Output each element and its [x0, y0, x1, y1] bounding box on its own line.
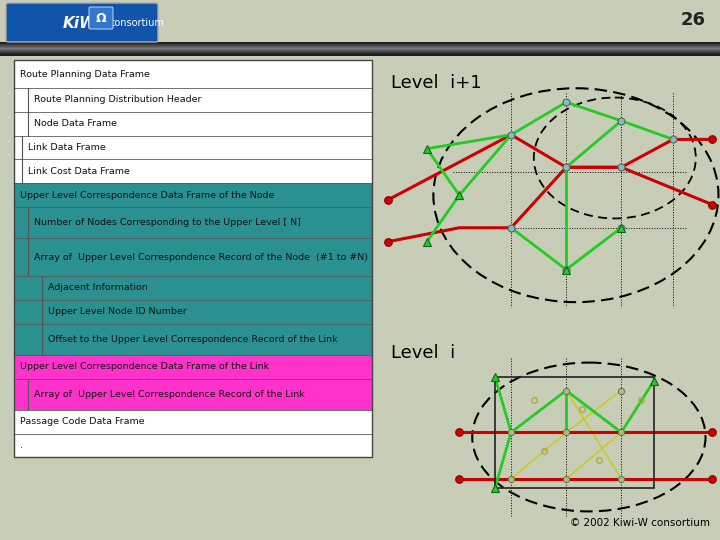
Bar: [14, 60, 372, 88]
Bar: [14, 276, 372, 300]
Bar: [14, 112, 372, 136]
Bar: [0, 43, 720, 44]
Bar: [0, 0, 720, 55]
Bar: [14, 355, 372, 379]
Bar: [14, 323, 372, 355]
Bar: [14, 136, 372, 159]
Text: consortium: consortium: [110, 18, 165, 28]
Bar: [0, 53, 720, 55]
Text: Level  i: Level i: [391, 344, 456, 362]
Text: Ω: Ω: [96, 12, 107, 25]
Bar: [0, 45, 720, 46]
Bar: [0, 51, 720, 52]
Text: .: .: [20, 441, 23, 450]
Text: Link Cost Data Frame: Link Cost Data Frame: [28, 167, 130, 176]
Bar: [14, 60, 372, 457]
FancyBboxPatch shape: [6, 3, 158, 42]
Text: Link Data Frame: Link Data Frame: [28, 143, 106, 152]
Text: © 2002 Kiwi-W consortium: © 2002 Kiwi-W consortium: [570, 518, 710, 528]
Text: Passage Code Data Frame: Passage Code Data Frame: [20, 417, 145, 426]
Bar: [14, 207, 372, 238]
Bar: [14, 88, 372, 112]
FancyBboxPatch shape: [89, 7, 113, 29]
Text: Upper Level Node ID Number: Upper Level Node ID Number: [48, 307, 186, 316]
Bar: [14, 300, 372, 323]
Text: Array of  Upper Level Correspondence Record of the Node  (#1 to #N): Array of Upper Level Correspondence Reco…: [34, 253, 368, 261]
Text: Route Planning Data Frame: Route Planning Data Frame: [20, 70, 150, 78]
Text: Level  i+1: Level i+1: [391, 75, 482, 92]
Bar: [0, 47, 720, 49]
Bar: [0, 46, 720, 48]
Bar: [0, 49, 720, 51]
Text: Array of  Upper Level Correspondence Record of the Link: Array of Upper Level Correspondence Reco…: [34, 390, 305, 399]
Bar: [0, 44, 720, 45]
Text: Offset to the Upper Level Correspondence Record of the Link: Offset to the Upper Level Correspondence…: [48, 335, 338, 343]
Bar: [14, 379, 372, 410]
Text: Route Planning Distribution Header: Route Planning Distribution Header: [34, 96, 202, 104]
Text: Adjacent Information: Adjacent Information: [48, 284, 148, 292]
Bar: [14, 410, 372, 434]
Bar: [0, 50, 720, 51]
Bar: [14, 159, 372, 183]
Text: Upper Level Correspondence Data Frame of the Node: Upper Level Correspondence Data Frame of…: [20, 191, 274, 199]
Text: KiWi: KiWi: [63, 16, 102, 30]
Bar: [14, 238, 372, 276]
Bar: [0, 54, 720, 56]
Bar: [495, 376, 654, 488]
Text: Upper Level Correspondence Data Frame of the Link: Upper Level Correspondence Data Frame of…: [20, 362, 269, 371]
Bar: [0, 48, 720, 50]
Bar: [0, 42, 720, 44]
Text: Number of Nodes Corresponding to the Upper Level [ N]: Number of Nodes Corresponding to the Upp…: [34, 218, 301, 227]
Bar: [14, 183, 372, 207]
Bar: [14, 434, 372, 457]
Text: 26: 26: [681, 11, 706, 29]
Bar: [0, 52, 720, 53]
Text: Node Data Frame: Node Data Frame: [34, 119, 117, 128]
